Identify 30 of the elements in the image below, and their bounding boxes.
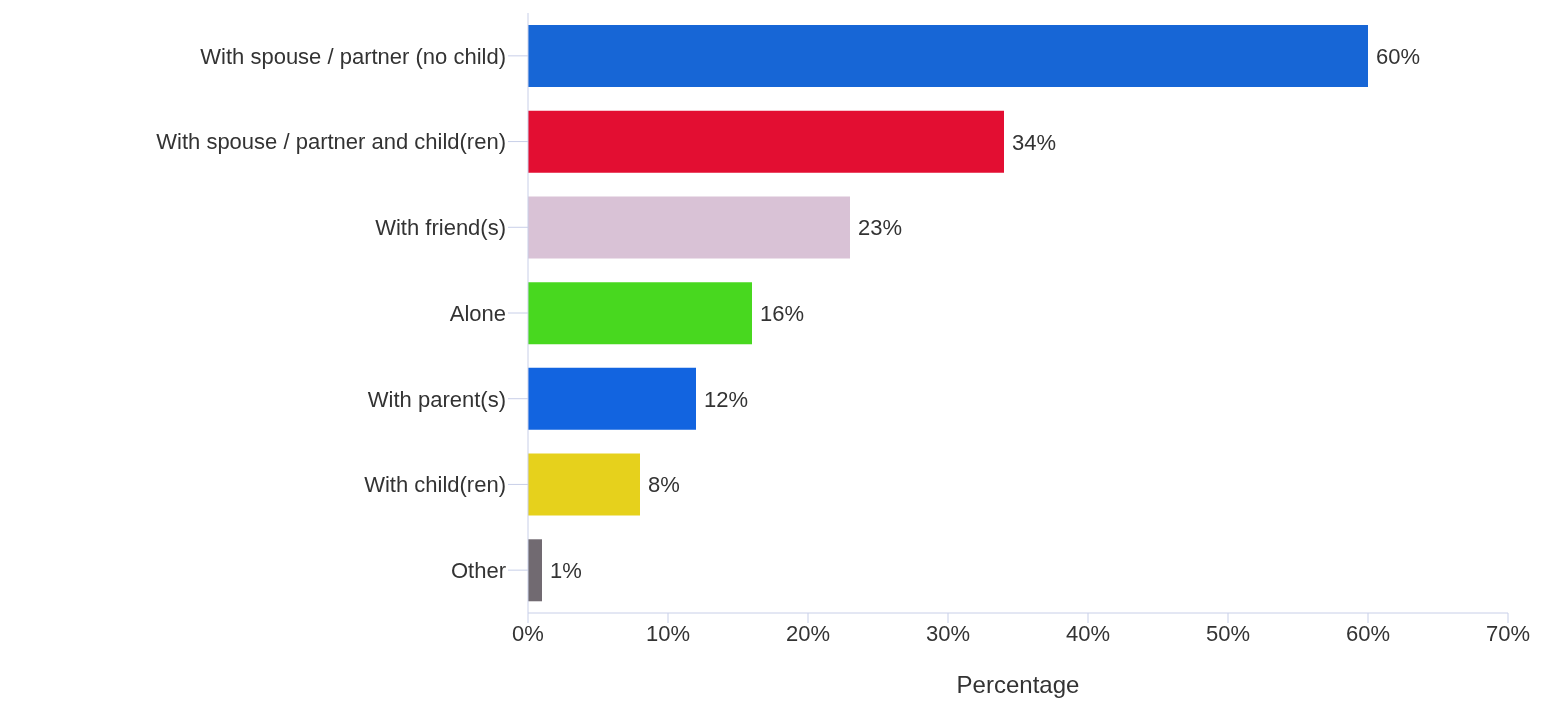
data-label: 60% xyxy=(1376,43,1421,69)
data-label: 34% xyxy=(1012,129,1057,155)
bar xyxy=(528,25,1368,87)
data-label: 12% xyxy=(704,386,749,412)
bar xyxy=(528,367,696,430)
y-tick-label: With spouse / partner and child(ren) xyxy=(156,129,506,155)
y-tick-label: With spouse / partner (no child) xyxy=(200,43,506,69)
x-tick-label: 50% xyxy=(1205,620,1251,646)
bar xyxy=(528,453,640,516)
bar xyxy=(528,110,1004,173)
bar xyxy=(528,196,850,259)
bar xyxy=(528,539,542,602)
y-tick-label: Other xyxy=(450,557,506,583)
x-axis-title: Percentage xyxy=(956,671,1080,698)
y-tick-label: Alone xyxy=(449,300,506,326)
x-tick-label: 30% xyxy=(925,620,971,646)
x-tick-label: 10% xyxy=(645,620,691,646)
x-tick-label: 40% xyxy=(1065,620,1111,646)
data-label: 1% xyxy=(550,558,582,584)
bar xyxy=(528,282,752,345)
x-tick-label: 60% xyxy=(1345,620,1391,646)
y-tick-label: With parent(s) xyxy=(367,386,506,412)
data-label: 23% xyxy=(858,215,903,241)
x-tick-label: 0% xyxy=(512,620,544,646)
data-label: 16% xyxy=(760,300,805,326)
y-tick-label: With friend(s) xyxy=(375,215,506,241)
y-tick-label: With child(ren) xyxy=(364,472,506,498)
x-tick-label: 20% xyxy=(785,620,831,646)
x-tick-label: 70% xyxy=(1485,620,1531,646)
data-label: 8% xyxy=(648,472,680,498)
